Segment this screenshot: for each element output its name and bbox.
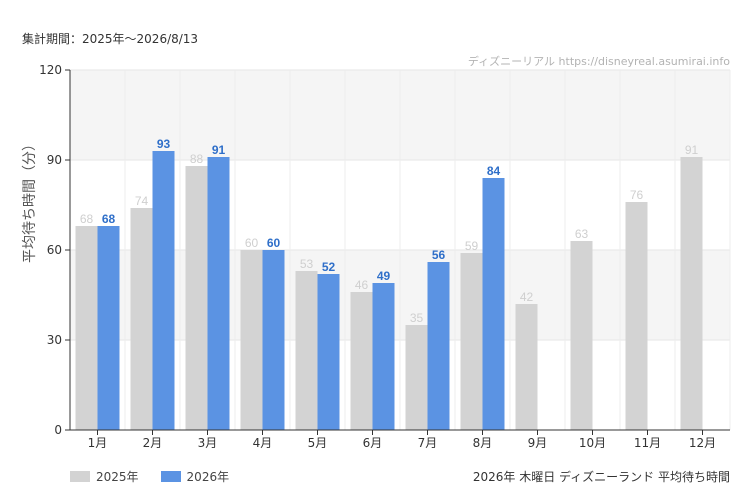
bar-2025-value-label: 35	[410, 311, 424, 325]
bar-2025-value-label: 63	[575, 227, 589, 241]
legend-label-2025: 2025年	[96, 470, 139, 484]
bar-2026[interactable]	[427, 262, 450, 430]
aggregation-period: 集計期間：2025年～2026/8/13	[22, 32, 199, 46]
bar-2026-value-label: 52	[322, 260, 336, 274]
bar-2025-value-label: 60	[245, 236, 259, 250]
bar-2025[interactable]	[405, 325, 428, 430]
x-tick-label: 12月	[689, 436, 716, 450]
bar-2025[interactable]	[625, 202, 648, 430]
legend-swatch-2025	[70, 471, 90, 482]
y-tick-label: 120	[39, 63, 62, 77]
bar-2025-value-label: 68	[80, 212, 94, 226]
bar-2026-value-label: 84	[487, 164, 501, 178]
legend-swatch-2026	[160, 471, 181, 482]
legend-item-2025[interactable]: 2025年	[70, 468, 139, 485]
bar-2026[interactable]	[372, 283, 395, 430]
source-credit: ディズニーリアル https://disneyreal.asumirai.inf…	[467, 55, 730, 68]
x-tick-label: 6月	[363, 436, 383, 450]
bar-2025-value-label: 88	[190, 152, 204, 166]
bar-2025-value-label: 76	[630, 188, 644, 202]
x-tick-label: 4月	[253, 436, 273, 450]
bar-2025[interactable]	[350, 292, 373, 430]
bar-2025-value-label: 53	[300, 257, 314, 271]
legend-label-2026: 2026年	[186, 470, 230, 484]
axes: 0 30 60 90 120 1月 2月 3月 4月 5月 6月 7月 8月 9月 10月 11月 12月	[39, 63, 730, 450]
bar-2026-value-label: 49	[377, 269, 391, 283]
bar-2026[interactable]	[207, 157, 230, 430]
x-tick-label: 7月	[418, 436, 438, 450]
x-tick-label: 9月	[528, 436, 548, 450]
x-tick-label: 8月	[473, 436, 493, 450]
bar-2025[interactable]	[515, 304, 538, 430]
bar-2025-value-label: 59	[465, 239, 479, 253]
bar-2026-value-label: 91	[212, 143, 226, 157]
bar-2025[interactable]	[460, 253, 483, 430]
legend: 2025年 2026年	[70, 468, 229, 485]
bar-2026-value-label: 68	[102, 212, 116, 226]
x-tick-label: 2月	[143, 436, 163, 450]
bar-2026[interactable]	[97, 226, 120, 430]
bar-2026[interactable]	[317, 274, 340, 430]
bar-2025[interactable]	[295, 271, 318, 430]
bar-2025[interactable]	[570, 241, 593, 430]
bar-2025[interactable]	[680, 157, 703, 430]
bar-2025-value-label: 91	[685, 143, 699, 157]
bar-2025-value-label: 42	[520, 290, 534, 304]
bar-2026-value-label: 93	[157, 137, 171, 151]
bar-2026[interactable]	[152, 151, 175, 430]
x-tick-label: 1月	[88, 436, 108, 450]
x-tick-label: 3月	[198, 436, 218, 450]
data-labels: 68 68 74 93 88 91 60 60 53 52 46 49 35 56 59 84 42 63 76 91	[80, 137, 699, 325]
x-tick-label: 10月	[579, 436, 606, 450]
chart-footer-title: 2026年 木曜日 ディズニーランド 平均待ち時間	[472, 470, 730, 484]
x-tick-label: 11月	[634, 436, 661, 450]
x-tick-label: 5月	[308, 436, 328, 450]
bar-2025[interactable]	[75, 226, 98, 430]
bar-2025-value-label: 46	[355, 278, 369, 292]
bar-2025[interactable]	[185, 166, 208, 430]
y-axis-label: 平均待ち時間（分）	[22, 137, 38, 263]
bar-2026[interactable]	[482, 178, 505, 430]
legend-item-2026[interactable]: 2026年	[160, 468, 230, 485]
bars	[75, 151, 703, 430]
y-tick-label: 0	[54, 423, 62, 437]
y-tick-label: 90	[47, 153, 62, 167]
bar-2026-value-label: 56	[432, 248, 446, 262]
bar-2026-value-label: 60	[267, 236, 281, 250]
bar-2025[interactable]	[130, 208, 153, 430]
y-tick-label: 60	[47, 243, 62, 257]
bar-2026[interactable]	[262, 250, 285, 430]
y-tick-label: 30	[47, 333, 62, 347]
bar-2025-value-label: 74	[135, 194, 149, 208]
bar-2025[interactable]	[240, 250, 263, 430]
